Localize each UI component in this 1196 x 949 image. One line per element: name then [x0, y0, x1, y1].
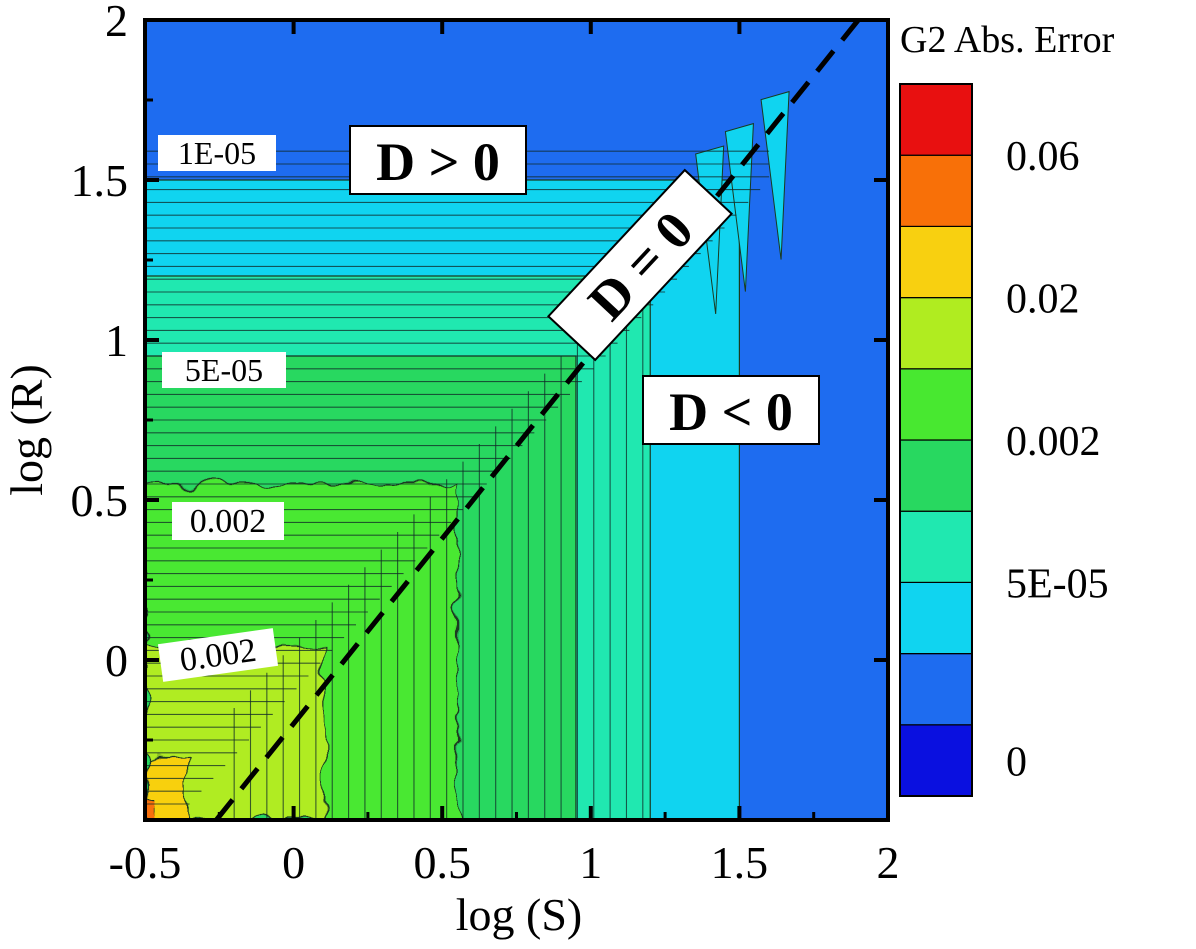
contour-band [145, 797, 155, 820]
x-tick-label: 1 [579, 837, 602, 888]
colorbar-label: 5E-05 [1006, 561, 1109, 607]
colorbar-swatch [899, 225, 973, 299]
region-label-text: D > 0 [376, 132, 500, 192]
x-tick-label: 2 [877, 837, 900, 888]
x-axis-ticks: -0.5 0 0.5 1 1.5 2 [109, 20, 900, 888]
contour-label-text: 5E-05 [185, 352, 263, 388]
colorbar-label: 0 [1006, 739, 1027, 785]
discriminant-line [214, 18, 861, 822]
colorbar-labels: 0 5E-05 0.002 0.02 0.06 [1006, 134, 1109, 785]
y-axis-ticks: 0 0.5 1 1.5 2 [71, 0, 888, 742]
contour-label-text: 1E-05 [178, 135, 256, 171]
y-tick-label: 1 [105, 315, 128, 366]
contour-label-3: 0.002 [172, 502, 284, 540]
colorbar-swatch [899, 154, 973, 227]
x-tick-label: 0.5 [413, 837, 471, 888]
colorbar-swatch [899, 439, 973, 512]
colorbar-label: 0.06 [1006, 134, 1080, 180]
colorbar-swatch [899, 83, 973, 156]
colorbar-label: 0.02 [1006, 277, 1080, 323]
colorbar-title: G2 Abs. Error [900, 19, 1115, 61]
y-tick-label: 0.5 [71, 475, 129, 526]
contour-spike [724, 122, 754, 292]
region-label-d-positive: D > 0 [349, 125, 527, 195]
region-label-text: D < 0 [669, 382, 793, 442]
colorbar-swatch [899, 297, 973, 370]
x-tick-label: 0 [282, 837, 305, 888]
colorbar-frame [899, 83, 973, 797]
colorbar-label: 0.002 [1006, 419, 1101, 465]
contour-label-4: 0.002 [157, 628, 279, 682]
contour-label-text: 0.002 [190, 503, 267, 540]
colorbar-swatch [899, 652, 973, 726]
contour-label-2: 5E-05 [162, 352, 286, 388]
region-label-d-negative: D < 0 [642, 375, 820, 445]
contour-label-1: 1E-05 [158, 135, 276, 171]
y-tick-label: 1.5 [71, 155, 129, 206]
x-axis-label: log (S) [456, 889, 583, 940]
colorbar-swatch [899, 510, 973, 584]
y-axis-label: log (R) [1, 364, 52, 496]
x-tick-label: 1.5 [711, 837, 769, 888]
field-vertical-contours [233, 276, 644, 820]
colorbar-swatch [899, 581, 973, 655]
colorbar-swatch [899, 368, 973, 441]
colorbar-swatch [899, 724, 973, 797]
y-tick-label: 0 [105, 635, 128, 686]
y-tick-label: 2 [105, 0, 128, 46]
x-tick-label: -0.5 [109, 837, 182, 888]
colorbar [899, 83, 973, 797]
